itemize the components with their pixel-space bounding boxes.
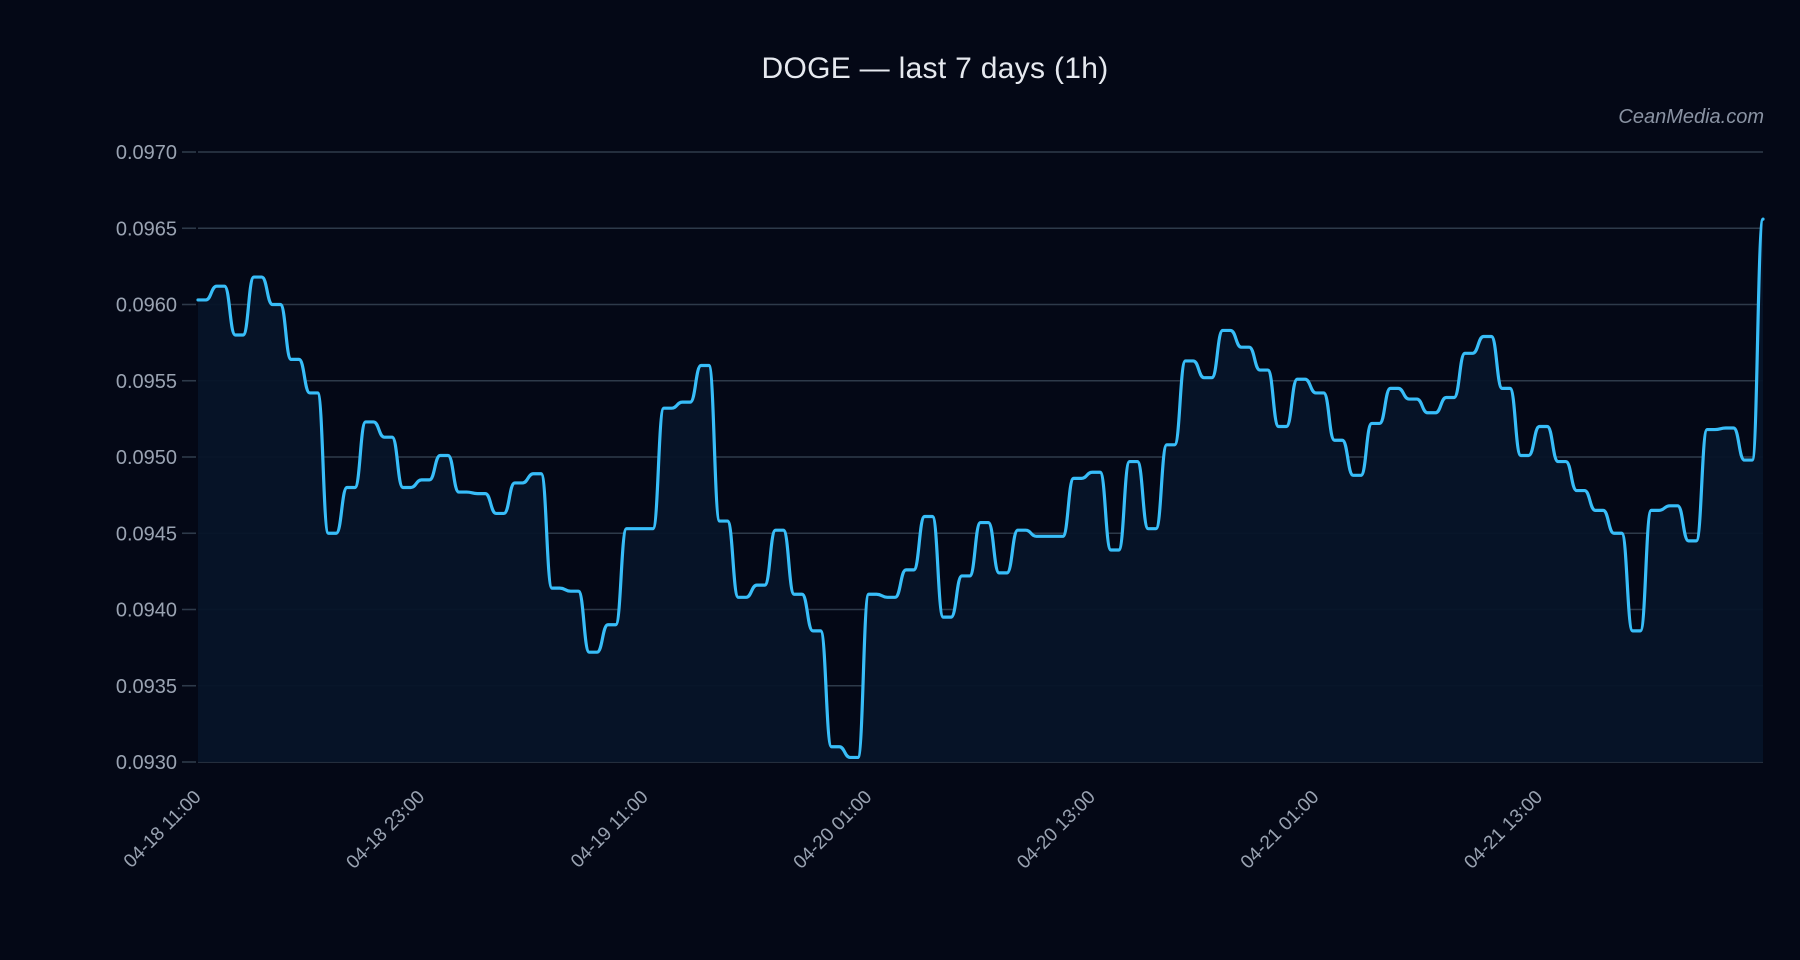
y-tick-label: 0.0970 (116, 142, 177, 164)
price-line (196, 217, 1765, 760)
x-tick-label: 04-19 11:00 (567, 787, 653, 873)
watermark: CeanMedia.com (1618, 106, 1764, 128)
y-tick-label: 0.0940 (116, 600, 177, 622)
x-axis: 04-18 11:00 04-18 23:00 04-19 11:00 04-20 0… (120, 787, 1547, 874)
x-tick-label: 04-18 11:00 (120, 787, 206, 873)
x-tick-label: 04-20 13:00 (1013, 787, 1100, 874)
y-tick-label: 0.0960 (116, 295, 177, 317)
y-tick-label: 0.0955 (116, 371, 177, 393)
y-tick-label: 0.0945 (116, 523, 177, 545)
x-tick-label: 04-21 13:00 (1460, 787, 1547, 874)
y-axis: 0.0930 0.0935 0.0940 0.0945 0.0950 0.0955 0.09… (116, 142, 196, 774)
x-tick-label: 04-20 01:00 (790, 787, 877, 874)
chart-title: DOGE — last 7 days (1h) (761, 52, 1109, 85)
y-tick-label: 0.0935 (116, 676, 177, 698)
y-tick-label: 0.0965 (116, 218, 177, 240)
x-tick-label: 04-18 23:00 (343, 787, 430, 874)
price-area-fill (198, 219, 1763, 762)
y-tick-label: 0.0930 (116, 752, 177, 774)
x-tick-label: 04-21 01:00 (1237, 787, 1324, 874)
y-tick-label: 0.0950 (116, 447, 177, 469)
